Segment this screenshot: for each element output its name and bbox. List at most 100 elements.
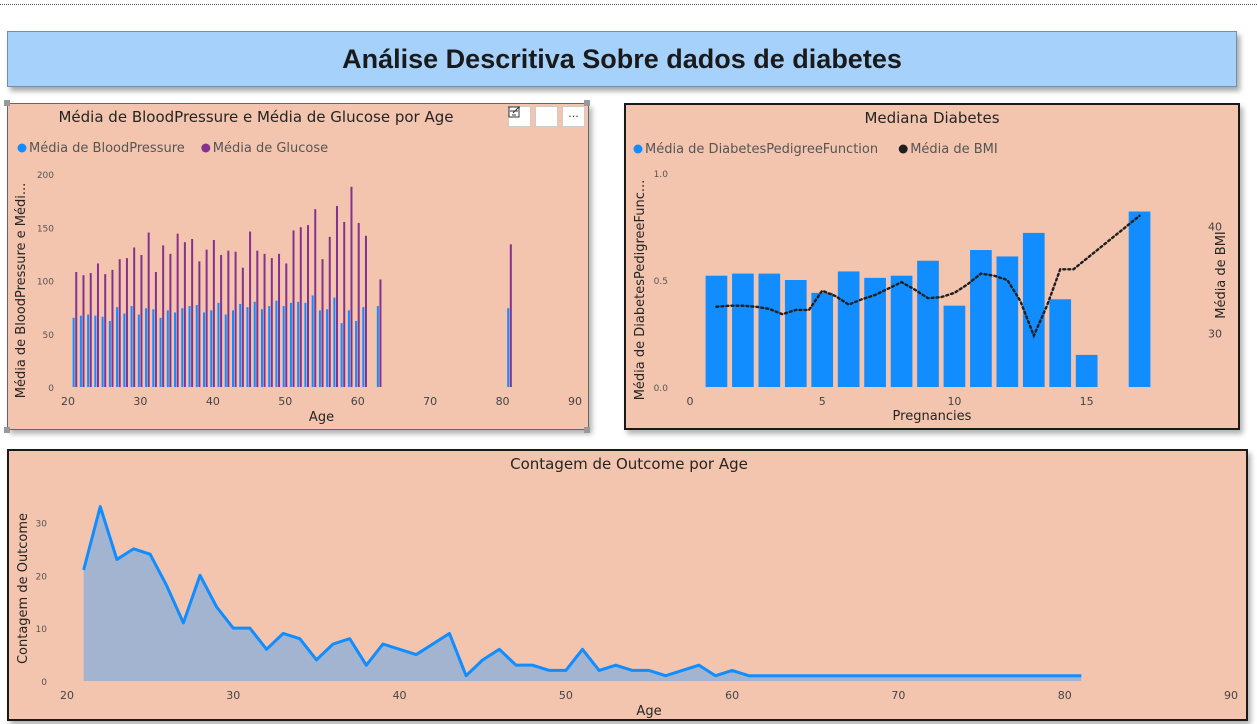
glucose-bar: [270, 258, 273, 387]
glucose-bar: [191, 238, 194, 387]
bloodpressure-bar: [311, 295, 314, 387]
y-tick-label: 1.0: [654, 170, 669, 180]
glucose-bar: [111, 269, 114, 387]
y-tick-label: 0.0: [654, 384, 669, 394]
bloodpressure-bar: [195, 304, 198, 387]
bloodpressure-bar: [282, 306, 285, 387]
glucose-bar: [357, 222, 360, 387]
y-tick-label: 10: [36, 625, 48, 635]
dpf-bar: [705, 275, 728, 387]
glucose-bar: [104, 274, 107, 387]
y-axis-label: Contagem de Outcome: [16, 513, 31, 664]
bloodpressure-bar: [318, 310, 321, 387]
x-axis-label: Pregnancies: [893, 409, 972, 424]
bloodpressure-bar: [239, 303, 242, 387]
bloodpressure-bar: [174, 312, 177, 387]
chart-title: Mediana Diabetes: [864, 109, 999, 127]
dpf-bar: [837, 271, 860, 387]
y2-tick-label: 30: [1208, 328, 1222, 341]
x-axis-label: Age: [309, 410, 334, 425]
y2-axis-label: Média de BMI: [1214, 231, 1229, 319]
bloodpressure-glucose-svg: Média de BloodPressure e Média de Glucos…: [14, 108, 582, 425]
visual-toolbar: ···: [508, 106, 585, 127]
x-tick-label: 40: [393, 689, 407, 702]
outcome-line: [82, 505, 1082, 678]
mediana-diabetes-chart[interactable]: Mediana Diabetes Média de DiabetesPedigre…: [624, 103, 1240, 430]
bloodpressure-bar: [137, 314, 140, 387]
legend-marker: [633, 144, 643, 154]
y-tick-label: 200: [37, 171, 54, 181]
top-dotted-divider: [0, 4, 1257, 5]
dpf-bar: [917, 260, 939, 387]
x-tick-label: 90: [1224, 689, 1238, 702]
glucose-bar: [263, 253, 266, 387]
legend-label: Média de BMI: [910, 142, 998, 157]
legend-marker: [201, 143, 211, 153]
x-tick-label: 50: [559, 689, 573, 702]
y-tick-label: 50: [43, 331, 55, 341]
y-tick-label: 30: [36, 519, 48, 529]
glucose-bar: [118, 259, 121, 387]
bloodpressure-bar: [152, 309, 155, 387]
glucose-bar: [509, 244, 512, 387]
glucose-bar: [96, 263, 99, 387]
resize-handle[interactable]: [4, 427, 10, 433]
page-title-banner: Análise Descritiva Sobre dados de diabet…: [7, 31, 1237, 87]
bloodpressure-bar: [94, 315, 97, 387]
x-tick-label: 20: [60, 689, 74, 702]
x-axis-label: Age: [636, 704, 661, 719]
bloodpressure-bar: [116, 307, 119, 387]
glucose-bar: [125, 258, 128, 387]
more-options-icon[interactable]: ···: [562, 106, 585, 127]
x-tick-label: 40: [206, 395, 220, 408]
bloodpressure-bar: [268, 306, 271, 387]
glucose-bar: [75, 271, 78, 387]
chart-title: Média de BloodPressure e Média de Glucos…: [58, 108, 453, 126]
glucose-bar: [292, 230, 295, 387]
dpf-bar: [1022, 232, 1045, 387]
bloodpressure-bar: [145, 308, 148, 387]
x-tick-label: 60: [351, 395, 365, 408]
bloodpressure-bar: [333, 297, 336, 387]
glucose-bar: [379, 279, 382, 387]
glucose-bar: [350, 186, 353, 387]
dpf-bar: [784, 280, 807, 387]
bloodpressure-bar: [87, 314, 90, 387]
focus-mode-icon[interactable]: [508, 106, 558, 127]
bloodpressure-bar: [101, 316, 104, 387]
bloodpressure-bar: [362, 307, 365, 387]
glucose-bar: [285, 263, 288, 387]
bloodpressure-bar: [159, 317, 162, 387]
bloodpressure-bar: [210, 310, 213, 387]
legend-label: Média de DiabetesPedigreeFunction: [645, 142, 878, 157]
bloodpressure-bar: [166, 310, 169, 387]
bloodpressure-bar: [253, 301, 256, 387]
y-tick-label: 0: [48, 384, 54, 394]
glucose-bar: [220, 254, 223, 387]
resize-handle[interactable]: [584, 427, 590, 433]
glucose-bar: [241, 267, 244, 387]
dpf-bar: [890, 275, 913, 387]
glucose-bar: [183, 242, 186, 387]
x-tick-label: 30: [226, 689, 240, 702]
bloodpressure-bar: [108, 320, 111, 387]
bloodpressure-bar: [72, 317, 75, 387]
glucose-bar: [321, 259, 324, 387]
resize-handle[interactable]: [4, 100, 10, 106]
x-tick-label: 5: [819, 395, 826, 408]
dpf-bar: [864, 277, 886, 387]
glucose-bar: [176, 233, 179, 387]
glucose-bar: [227, 250, 230, 387]
dpf-bar: [758, 273, 781, 387]
y-tick-label: 0.5: [654, 277, 668, 287]
resize-handle[interactable]: [584, 100, 590, 106]
glucose-bar: [343, 221, 346, 387]
bloodpressure-bar: [275, 300, 278, 387]
y-axis-label: Média de BloodPressure e Médi...: [14, 183, 29, 399]
dpf-bar: [996, 256, 1019, 387]
bloodpressure-glucose-chart[interactable]: Média de BloodPressure e Média de Glucos…: [7, 103, 589, 430]
glucose-bar: [169, 253, 172, 387]
bloodpressure-bar: [355, 320, 358, 387]
outcome-by-age-chart[interactable]: Contagem de Outcome por Age 0 10 20 30 20 30 40…: [7, 449, 1248, 721]
y2-tick-label: 40: [1208, 221, 1222, 234]
